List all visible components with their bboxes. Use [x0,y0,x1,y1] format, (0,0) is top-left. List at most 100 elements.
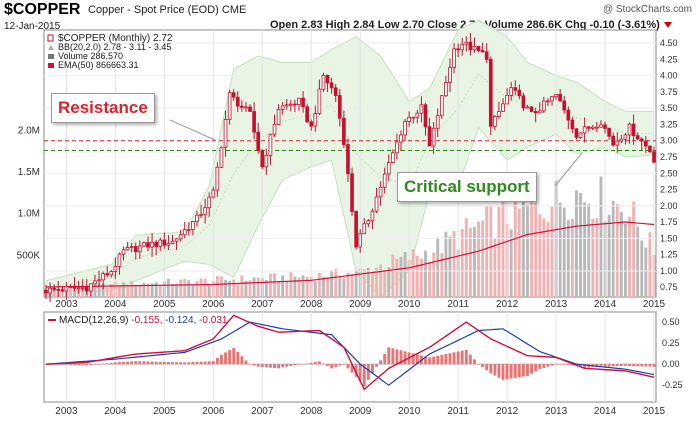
volume-bar [509,229,513,297]
macd-histogram-bar [542,364,546,368]
volume-bar [399,256,403,297]
volume-bar [146,284,150,297]
volume-bar [228,280,232,297]
candle-body [211,189,216,198]
macd-histogram-bar [334,364,338,367]
candle-body [415,112,420,118]
volume-bar [240,275,244,297]
volume-bar [579,192,582,297]
candle-body [105,273,110,276]
volume-bar [403,251,407,297]
candle-body [525,106,530,109]
candle-body [468,41,473,51]
candle-body [529,106,534,112]
macd-histogram-bar [354,364,358,377]
candle-body [374,196,379,212]
candle-body [178,234,183,240]
volume-bar [628,216,631,297]
macd-histogram-bar [317,361,321,365]
candle-body [297,97,301,106]
macd-histogram-bar [277,364,281,369]
volume-bar [187,280,191,297]
year-tick-label: 2007 [251,299,274,310]
candle-body [72,286,77,289]
volume-bar [444,231,448,297]
candle-body [182,229,187,236]
price-tick-label: 2.00 [660,201,678,211]
macd-histogram-bar [224,352,227,365]
year-tick-label: 2006 [202,406,225,417]
volume-bar [305,276,309,297]
volume-bar [379,264,383,297]
resistance-callout: Resistance [51,93,155,123]
volume-bar [391,254,395,297]
macd-histogram-bar [505,364,509,380]
candle-body [391,152,395,163]
macd-histogram-bar [607,364,611,367]
candle-body [301,97,305,108]
volume-bar [619,211,623,297]
volume-bar [452,231,456,297]
candle-body [444,82,448,97]
macd-histogram-bar [236,352,240,365]
bb-legend: BB(20,2.0) 2.78 - 3.11 - 3.45 [58,42,171,52]
volume-bar [277,281,281,297]
candle-body [521,95,526,109]
candle-body [321,74,326,90]
macd-histogram-bar [562,364,566,365]
macd-histogram-bar [440,354,444,365]
year-tick-label: 2003 [55,406,78,417]
macd-histogram-bar [211,361,215,365]
candle-body [138,245,142,253]
candle-body [76,287,81,290]
volume-bar [130,281,134,297]
candle-body [117,253,122,267]
volume-tick-label: 2.0M [18,125,40,136]
macd-histogram-bar [350,364,354,373]
volume-bar [550,206,554,297]
candle-body [439,95,444,117]
volume-tick-label: 500K [17,250,41,261]
candle-body [476,45,481,51]
volume-bar [428,261,431,297]
volume-bar [640,240,644,297]
macd-histogram-bar [85,364,89,366]
volume-bar [166,278,170,297]
macd-histogram-bar [460,350,464,365]
macd-histogram-bar [171,362,174,365]
macd-histogram-bar [187,362,191,365]
year-tick-label: 2010 [398,299,421,310]
volume-bar [191,284,195,297]
year-tick-label: 2007 [251,406,274,417]
candle-body [199,213,203,216]
macd-histogram-bar [220,354,223,365]
macd-histogram-bar [611,364,615,367]
macd-histogram-bar [636,364,640,367]
volume-bar [285,281,289,297]
ema-legend-icon [48,63,54,68]
volume-bar [289,272,293,297]
candle-body [501,103,505,112]
macd-histogram-bar [322,363,325,365]
macd-histogram-bar [60,364,64,365]
candle-body [276,108,281,125]
candle-body [631,123,636,137]
candle-body [558,93,562,102]
candle-body [313,113,318,127]
candle-body [215,166,220,191]
price-tick-label: 1.75 [660,217,678,227]
volume-bar [138,284,142,297]
macd-histogram-bar [509,364,513,379]
volume-bar [293,276,297,297]
macd-tick-label: 0.25 [662,338,680,348]
candle-body [541,100,546,112]
macd-histogram-bar [632,364,636,367]
candle-body [60,289,65,292]
candle-body [64,285,69,292]
macd-histogram-bar [497,364,501,378]
candle-body [423,104,428,128]
candle-body [623,134,628,140]
volume-bar [301,275,305,297]
macd-tick-label: 0.00 [662,359,680,369]
stockcharts-brand[interactable]: @ StockCharts.com [602,4,692,15]
